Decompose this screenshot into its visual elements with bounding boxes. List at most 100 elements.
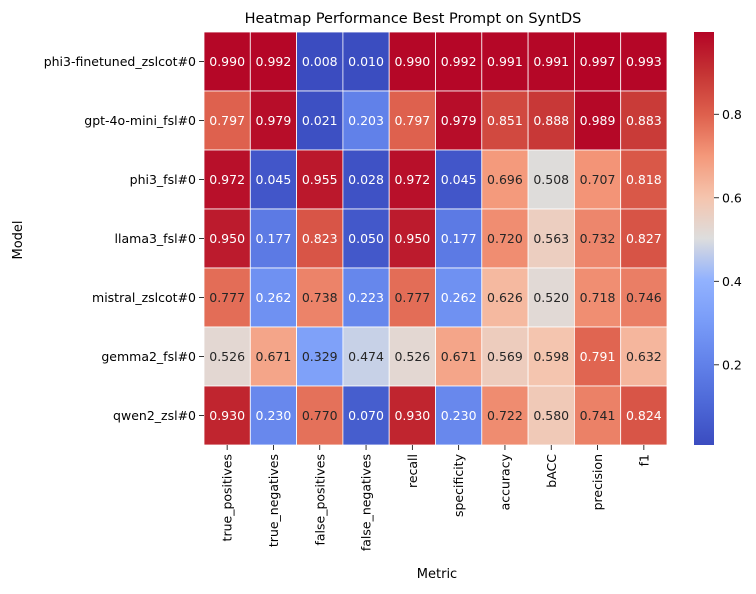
cell-value-label: 0.526	[394, 349, 430, 364]
heatmap-cell	[574, 385, 622, 446]
heatmap-cell	[296, 149, 344, 210]
heatmap-cells	[203, 31, 668, 446]
cell-value-label: 0.028	[348, 172, 384, 187]
heatmap-cell	[342, 90, 390, 151]
heatmap-cell	[620, 31, 668, 92]
heatmap-cell	[249, 267, 298, 328]
heatmap-annotations: 0.990 0.992 0.008 0.010 0.990 0.992 0.991 0.991…	[209, 54, 662, 423]
y-axis: phi3-finetuned_zslcot#0 gpt-4o-mini_fsl#0…	[44, 54, 204, 423]
cell-value-label: 0.955	[302, 172, 338, 187]
cell-value-label: 0.508	[533, 172, 569, 187]
heatmap-cell	[527, 149, 575, 210]
cell-value-label: 0.990	[394, 54, 430, 69]
colorbar-tick-label: 0.4	[722, 274, 742, 289]
cell-value-label: 0.732	[580, 231, 616, 246]
cell-value-label: 0.930	[209, 408, 245, 423]
heatmap-cell	[574, 326, 622, 387]
y-tick-label: gemma2_fsl#0	[101, 349, 196, 364]
cell-value-label: 0.045	[441, 172, 477, 187]
y-tick-label: qwen2_zsl#0	[113, 408, 196, 423]
heatmap-cell	[203, 31, 251, 92]
cell-value-label: 0.671	[441, 349, 477, 364]
x-tick-label: false_negatives	[359, 454, 374, 551]
cell-value-label: 0.992	[256, 54, 292, 69]
heatmap-cell	[342, 385, 390, 446]
cell-value-label: 0.950	[394, 231, 430, 246]
cell-value-label: 0.580	[533, 408, 569, 423]
cell-value-label: 0.696	[487, 172, 523, 187]
cell-value-label: 0.997	[580, 54, 616, 69]
heatmap-cell	[527, 31, 575, 92]
heatmap-cell	[435, 90, 483, 151]
heatmap-cell	[620, 385, 668, 446]
cell-value-label: 0.991	[533, 54, 569, 69]
cell-value-label: 0.632	[626, 349, 662, 364]
cell-value-label: 0.010	[348, 54, 384, 69]
heatmap-cell	[435, 31, 483, 92]
heatmap-cell	[435, 385, 483, 446]
heatmap-cell	[203, 149, 251, 210]
x-tick-label: false_positives	[312, 454, 327, 546]
cell-value-label: 0.989	[580, 113, 616, 128]
x-tick-label: recall	[405, 454, 420, 488]
cell-value-label: 0.738	[302, 290, 338, 305]
x-axis: true_positives true_negatives false_positi…	[220, 445, 651, 551]
heatmap-cell	[203, 208, 251, 269]
cell-value-label: 0.671	[256, 349, 292, 364]
cell-value-label: 0.722	[487, 408, 523, 423]
cell-value-label: 0.598	[533, 349, 569, 364]
cell-value-label: 0.230	[256, 408, 292, 423]
x-tick-label: specificity	[451, 453, 466, 517]
x-axis-label: Metric	[417, 567, 457, 582]
cell-value-label: 0.741	[580, 408, 616, 423]
heatmap-cell	[296, 31, 344, 92]
heatmap-cell	[574, 149, 622, 210]
cell-value-label: 0.883	[626, 113, 662, 128]
cell-value-label: 0.824	[626, 408, 662, 423]
heatmap-cell	[574, 267, 622, 328]
cell-value-label: 0.045	[256, 172, 292, 187]
heatmap-cell	[481, 267, 529, 328]
chart-title: Heatmap Performance Best Prompt on SyntD…	[245, 11, 582, 27]
heatmap-cell	[435, 326, 483, 387]
x-tick-label: accuracy	[497, 453, 512, 510]
heatmap-cell	[527, 208, 575, 269]
heatmap-cell	[342, 31, 390, 92]
y-axis-label: Model	[11, 220, 26, 259]
cell-value-label: 0.797	[394, 113, 430, 128]
heatmap-cell	[481, 149, 529, 210]
colorbar-tick-label: 0.6	[722, 190, 742, 205]
heatmap-cell	[435, 208, 483, 269]
cell-value-label: 0.520	[533, 290, 569, 305]
colorbar-tick-label: 0.8	[722, 107, 742, 122]
cell-value-label: 0.992	[441, 54, 477, 69]
cell-value-label: 0.972	[394, 172, 430, 187]
cell-value-label: 0.626	[487, 290, 523, 305]
heatmap-cell	[481, 90, 529, 151]
colorbar-tick-label: 0.2	[722, 357, 742, 372]
cell-value-label: 0.329	[302, 349, 338, 364]
heatmap-cell	[249, 90, 298, 151]
heatmap-cell	[342, 326, 390, 387]
heatmap-cell	[388, 326, 436, 387]
heatmap-cell	[388, 267, 436, 328]
cell-value-label: 0.888	[533, 113, 569, 128]
heatmap-cell	[203, 385, 251, 446]
heatmap-cell	[527, 385, 575, 446]
cell-value-label: 0.972	[209, 172, 245, 187]
heatmap-cell	[620, 267, 668, 328]
heatmap-cell	[388, 149, 436, 210]
cell-value-label: 0.991	[487, 54, 523, 69]
heatmap-cell	[620, 149, 668, 210]
cell-value-label: 0.177	[256, 231, 292, 246]
cell-value-label: 0.707	[580, 172, 616, 187]
heatmap-cell	[481, 385, 529, 446]
cell-value-label: 0.070	[348, 408, 384, 423]
cell-value-label: 0.223	[348, 290, 384, 305]
cell-value-label: 0.569	[487, 349, 523, 364]
cell-value-label: 0.950	[209, 231, 245, 246]
cell-value-label: 0.818	[626, 172, 662, 187]
cell-value-label: 0.230	[441, 408, 477, 423]
heatmap-cell	[481, 208, 529, 269]
x-tick-label: true_negatives	[266, 454, 281, 547]
